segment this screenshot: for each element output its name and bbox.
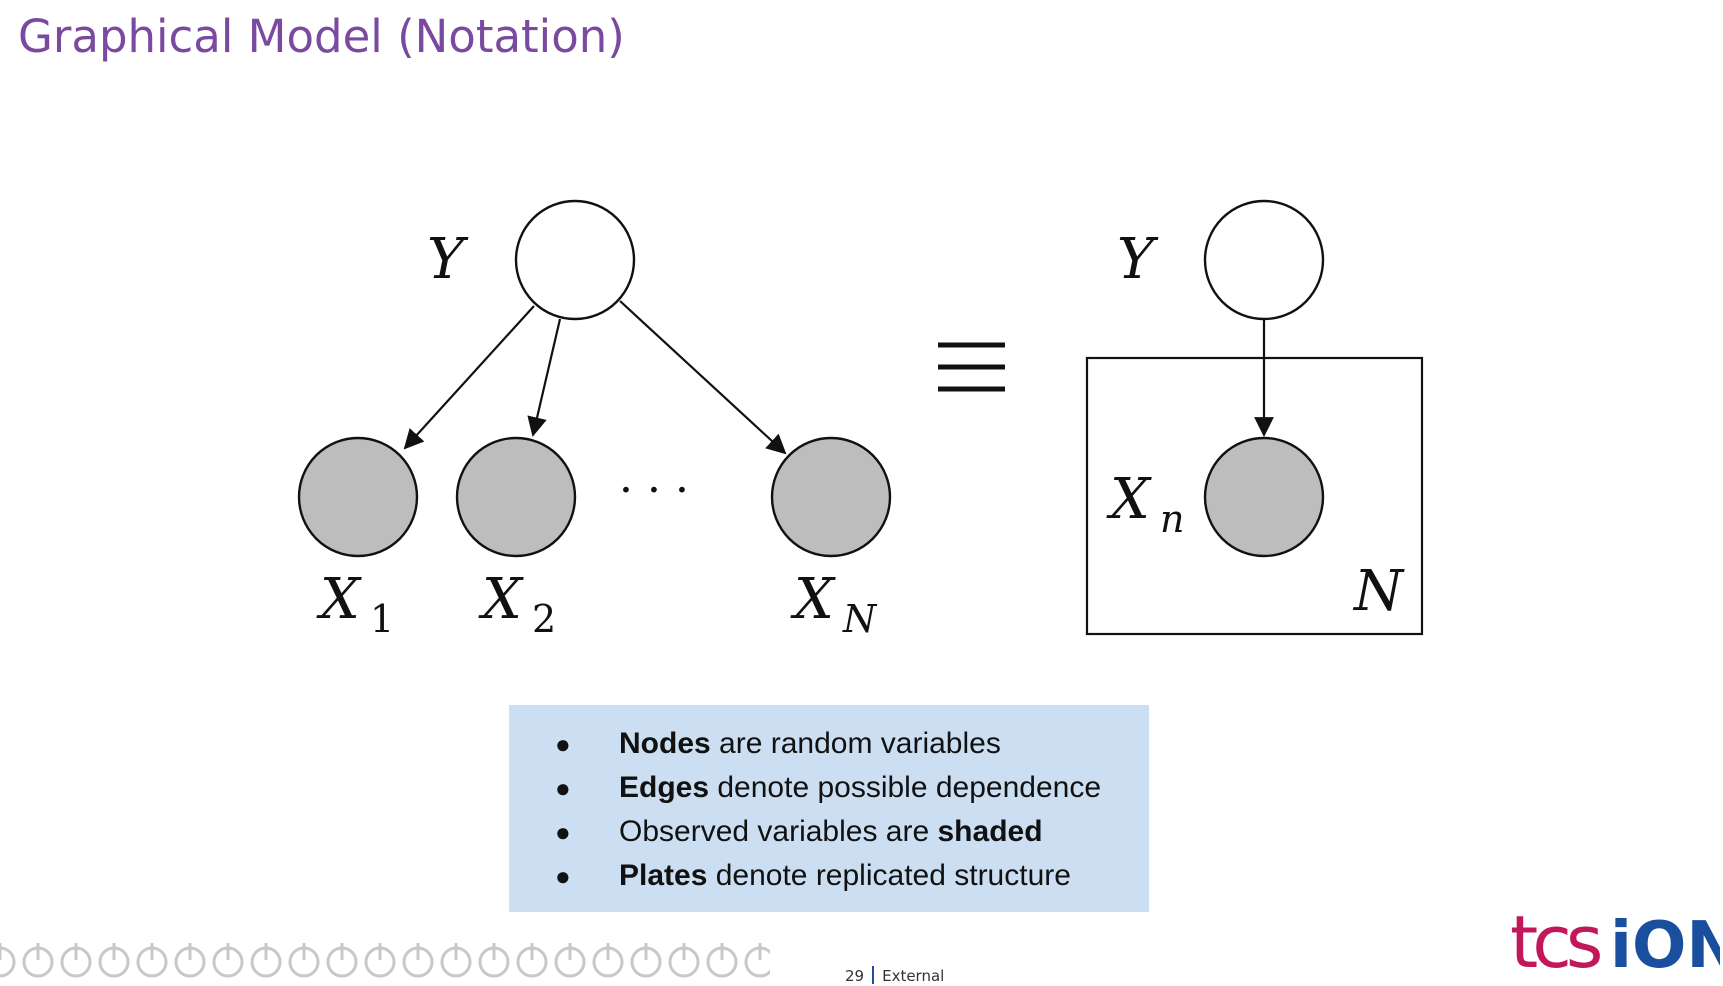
note-nodes: ● Nodes are random variables <box>509 722 1149 766</box>
power-icon <box>98 943 130 978</box>
note-edges: ● Edges denote possible dependence <box>509 766 1149 810</box>
note-observed-tail: shaded <box>937 815 1043 848</box>
page-number: 29 <box>845 967 865 985</box>
plate-graph: Y X n N <box>1085 199 1424 636</box>
plate-node-y-latent <box>1203 199 1325 321</box>
power-icon <box>554 943 586 978</box>
power-icon <box>744 943 770 978</box>
power-icon <box>364 943 396 978</box>
power-icon <box>516 943 548 978</box>
svg-text:X: X <box>1106 467 1152 532</box>
power-icon <box>706 943 738 978</box>
power-icon <box>22 943 54 978</box>
left-graph: Y · · · X 1 X 2 X N <box>297 199 892 641</box>
power-icon <box>592 943 624 978</box>
svg-text:n: n <box>1160 497 1184 541</box>
note-edges-text: denote possible dependence <box>709 771 1102 804</box>
graphical-model-diagram: Y · · · X 1 X 2 X N Y X n <box>297 199 1424 641</box>
node-y-label: Y <box>427 227 469 292</box>
edge-y-xn <box>619 300 787 455</box>
svg-text:X: X <box>790 567 836 632</box>
notes-list: ● Nodes are random variables ● Edges den… <box>509 722 1149 898</box>
note-plates-text: denote replicated structure <box>707 859 1071 892</box>
bullet-icon: ● <box>555 773 571 803</box>
bullet-icon: ● <box>555 817 571 847</box>
power-icon <box>60 943 92 978</box>
footer-power-icon-pattern <box>0 943 770 978</box>
plate-label-xn: X n <box>1106 467 1184 541</box>
label-x1: X 1 <box>316 567 394 641</box>
plate-node-xn-observed <box>1203 436 1325 558</box>
power-icon <box>174 943 206 978</box>
footer-page-info: 29 External <box>845 966 944 985</box>
note-nodes-text: are random variables <box>710 727 1001 760</box>
svg-text:1: 1 <box>370 597 394 641</box>
power-icon <box>630 943 662 978</box>
note-plates-lead: Plates <box>619 859 708 892</box>
edge-y-x1 <box>403 305 535 450</box>
label-xn: X N <box>790 567 878 641</box>
svg-text:X: X <box>316 567 362 632</box>
svg-text:X: X <box>478 567 524 632</box>
classification-label: External <box>882 967 945 985</box>
power-icon <box>0 943 16 978</box>
footer-separator <box>872 966 875 984</box>
svg-text:2: 2 <box>532 597 556 641</box>
node-y-latent <box>514 199 636 321</box>
logo-ion: iON <box>1610 909 1720 980</box>
notes-box: ● Nodes are random variables ● Edges den… <box>509 705 1149 912</box>
note-nodes-lead: Nodes <box>619 727 711 760</box>
note-observed: ● Observed variables are shaded <box>509 810 1149 854</box>
power-icon <box>250 943 282 978</box>
node-x1-observed <box>297 436 419 558</box>
power-icon <box>212 943 244 978</box>
power-icon <box>326 943 358 978</box>
ellipsis: · · · <box>619 465 689 516</box>
power-icon <box>402 943 434 978</box>
power-icon <box>136 943 168 978</box>
logo-tcs: tcs <box>1510 900 1600 980</box>
slide-title: Graphical Model (Notation) <box>18 10 625 63</box>
power-icon <box>668 943 700 978</box>
bullet-icon: ● <box>555 729 571 759</box>
plate-count-label: N <box>1352 559 1405 624</box>
note-plates: ● Plates denote replicated structure <box>509 854 1149 898</box>
svg-text:N: N <box>842 597 878 641</box>
tcs-ion-logo: tcs iON <box>1510 900 1720 980</box>
power-icon <box>288 943 320 978</box>
equivalence-symbol <box>938 342 1005 392</box>
power-icon <box>478 943 510 978</box>
plate <box>1085 356 1424 636</box>
node-x2-observed <box>455 436 577 558</box>
note-edges-lead: Edges <box>619 771 710 804</box>
edge-y-x2 <box>527 318 562 437</box>
note-observed-text: Observed variables are <box>619 815 938 848</box>
label-x2: X 2 <box>478 567 556 641</box>
power-icon <box>440 943 472 978</box>
node-xn-observed <box>770 436 892 558</box>
plate-node-y-label: Y <box>1117 227 1159 292</box>
bullet-icon: ● <box>555 861 571 891</box>
